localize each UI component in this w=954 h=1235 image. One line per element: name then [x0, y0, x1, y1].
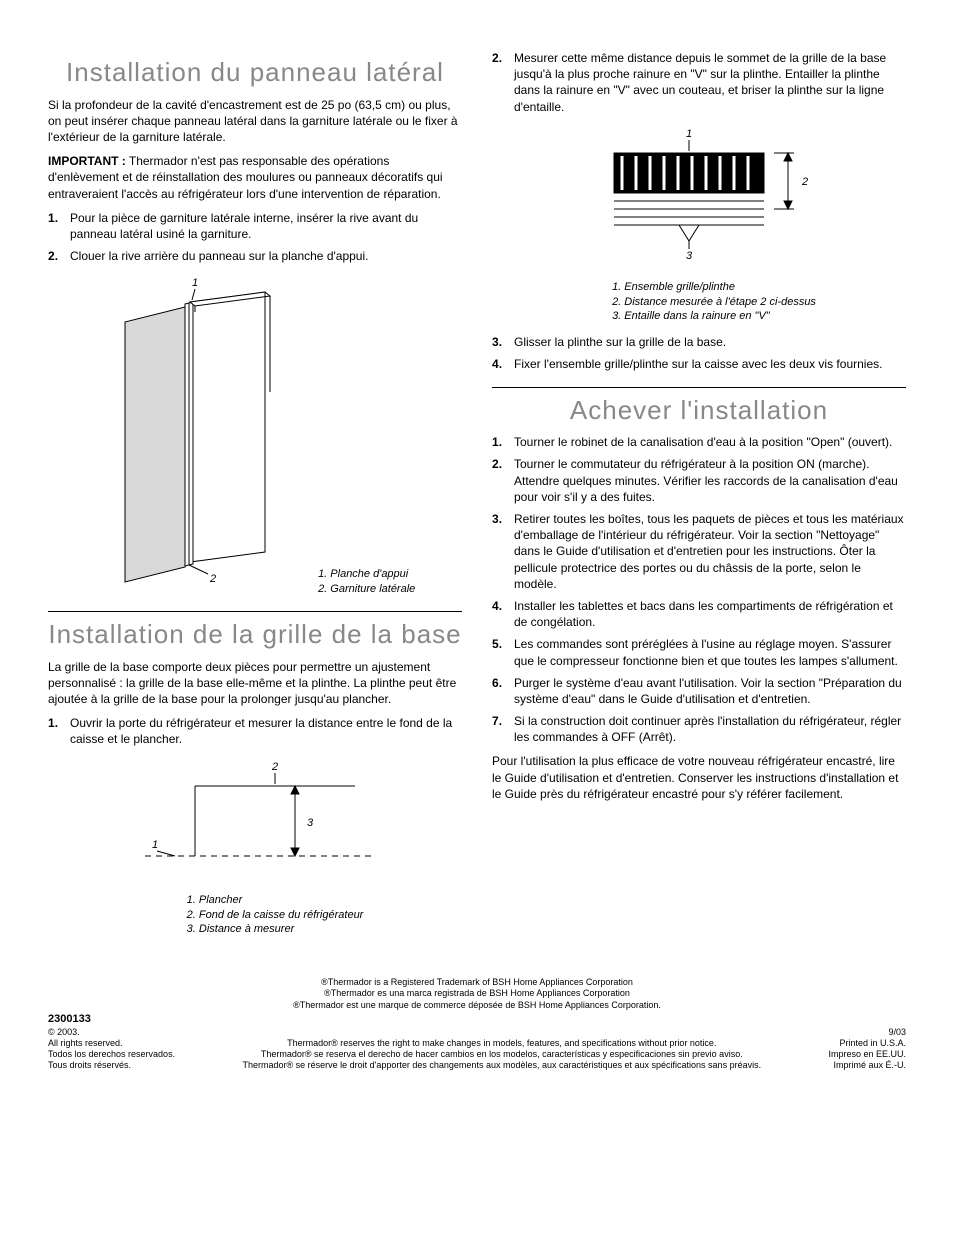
- tm-fr: ®Thermador est une marque de commerce dé…: [48, 1000, 906, 1011]
- legend-line: 2. Distance mesurée à l'étape 2 ci-dessu…: [612, 295, 816, 310]
- printed-es: Impreso en EE.UU.: [828, 1049, 906, 1060]
- footer-left: 2300133 © 2003. All rights reserved. Tod…: [48, 1013, 175, 1072]
- legend-line: 3. Entaille dans la rainure en "V": [612, 309, 816, 324]
- fig-label-3: 3: [307, 817, 314, 829]
- list-item: Installer les tablettes et bacs dans les…: [492, 598, 906, 630]
- section1-title: Installation du panneau latéral: [48, 58, 462, 87]
- figure-legend: 1. Planche d'appui 2. Garniture latérale: [318, 567, 415, 597]
- section3-steps: Tourner le robinet de la canalisation d'…: [492, 434, 906, 745]
- figure-legend: 1. Ensemble grille/plinthe 2. Distance m…: [612, 280, 816, 325]
- rights-es: Todos los derechos reservados.: [48, 1049, 175, 1060]
- rights-en: All rights reserved.: [48, 1038, 175, 1049]
- right-column: Mesurer cette même distance depuis le so…: [492, 50, 906, 947]
- left-column: Installation du panneau latéral Si la pr…: [48, 50, 462, 947]
- list-item: Pour la pièce de garniture latérale inte…: [48, 210, 462, 242]
- list-item: Tourner le commutateur du réfrigérateur …: [492, 456, 906, 505]
- disc-fr: Thermador® se réserve le droit d'apporte…: [183, 1060, 820, 1071]
- list-item: Les commandes sont préréglées à l'usine …: [492, 636, 906, 668]
- legend-line: 1. Plancher: [187, 893, 364, 908]
- section3-closing: Pour l'utilisation la plus efficace de v…: [492, 753, 906, 802]
- fig-label-2: 2: [209, 573, 216, 585]
- fig-label-3: 3: [686, 250, 693, 262]
- important-label: IMPORTANT :: [48, 154, 126, 168]
- list-item: Si la construction doit continuer après …: [492, 713, 906, 745]
- fig-label-2: 2: [271, 761, 278, 773]
- cont-steps-2: Glisser la plinthe sur la grille de la b…: [492, 334, 906, 372]
- section3-title: Achever l'installation: [492, 396, 906, 425]
- footer-center: Thermador® reserves the right to make ch…: [175, 1038, 828, 1072]
- list-item: Purger le système d'eau avant l'utilisat…: [492, 675, 906, 707]
- section1-important: IMPORTANT : Thermador n'est pas responsa…: [48, 153, 462, 202]
- printed-fr: Imprimé aux É.-U.: [828, 1060, 906, 1071]
- section1-steps: Pour la pièce de garniture latérale inte…: [48, 210, 462, 265]
- figure-legend: 1. Plancher 2. Fond de la caisse du réfr…: [187, 893, 364, 938]
- section1-intro: Si la profondeur de la cavité d'encastre…: [48, 97, 462, 146]
- tm-en: ®Thermador is a Registered Trademark of …: [48, 977, 906, 988]
- footer-right: 9/03 Printed in U.S.A. Impreso en EE.UU.…: [828, 1027, 906, 1072]
- list-item: Glisser la plinthe sur la grille de la b…: [492, 334, 906, 350]
- disc-es: Thermador® se reserva el derecho de hace…: [183, 1049, 820, 1060]
- list-item: Mesurer cette même distance depuis le so…: [492, 50, 906, 115]
- fig-label-1: 1: [192, 277, 198, 289]
- tm-es: ®Thermador es una marca registrada de BS…: [48, 988, 906, 999]
- list-item: Tourner le robinet de la canalisation d'…: [492, 434, 906, 450]
- section-divider: [48, 611, 462, 612]
- legend-line: 1. Planche d'appui: [318, 567, 415, 582]
- list-item: Retirer toutes les boîtes, tous les paqu…: [492, 511, 906, 592]
- footer-trademark-block: ®Thermador is a Registered Trademark of …: [48, 977, 906, 1011]
- list-item: Ouvrir la porte du réfrigérateur et mesu…: [48, 715, 462, 747]
- legend-line: 2. Fond de la caisse du réfrigérateur: [187, 908, 364, 923]
- fig-label-1: 1: [152, 839, 158, 851]
- list-item: Fixer l'ensemble grille/plinthe sur la c…: [492, 356, 906, 372]
- list-item: Clouer la rive arrière du panneau sur la…: [48, 248, 462, 264]
- footer: ®Thermador is a Registered Trademark of …: [48, 977, 906, 1072]
- two-column-layout: Installation du panneau latéral Si la pr…: [48, 50, 906, 947]
- date: 9/03: [828, 1027, 906, 1038]
- section2-intro: La grille de la base comporte deux pièce…: [48, 659, 462, 708]
- section-divider: [492, 387, 906, 388]
- figure-side-panel: 1 2 1. Planche d'appui 2. Garniture laté…: [48, 272, 462, 597]
- printed-en: Printed in U.S.A.: [828, 1038, 906, 1049]
- fig-label-1: 1: [686, 128, 692, 140]
- figure-grille: 1 2 3 1. Ensemble grille/plinthe 2. Dist…: [492, 123, 906, 325]
- section2-steps: Ouvrir la porte du réfrigérateur et mesu…: [48, 715, 462, 747]
- cont-steps: Mesurer cette même distance depuis le so…: [492, 50, 906, 115]
- side-panel-svg: 1 2: [95, 272, 315, 592]
- legend-line: 2. Garniture latérale: [318, 582, 415, 597]
- fig-label-2: 2: [801, 176, 808, 188]
- rights-fr: Tous droits réservés.: [48, 1060, 175, 1071]
- footer-grid: 2300133 © 2003. All rights reserved. Tod…: [48, 1013, 906, 1072]
- measure-svg: 2 1 3: [125, 756, 385, 886]
- grille-svg: 1 2 3: [564, 123, 834, 273]
- copyright: © 2003.: [48, 1027, 175, 1038]
- legend-line: 3. Distance à mesurer: [187, 922, 364, 937]
- figure-measure: 2 1 3 1. Plancher 2. Fond de la caisse d…: [48, 756, 462, 938]
- section2-title: Installation de la grille de la base: [48, 620, 462, 649]
- part-number: 2300133: [48, 1013, 175, 1027]
- disc-en: Thermador® reserves the right to make ch…: [183, 1038, 820, 1049]
- legend-line: 1. Ensemble grille/plinthe: [612, 280, 816, 295]
